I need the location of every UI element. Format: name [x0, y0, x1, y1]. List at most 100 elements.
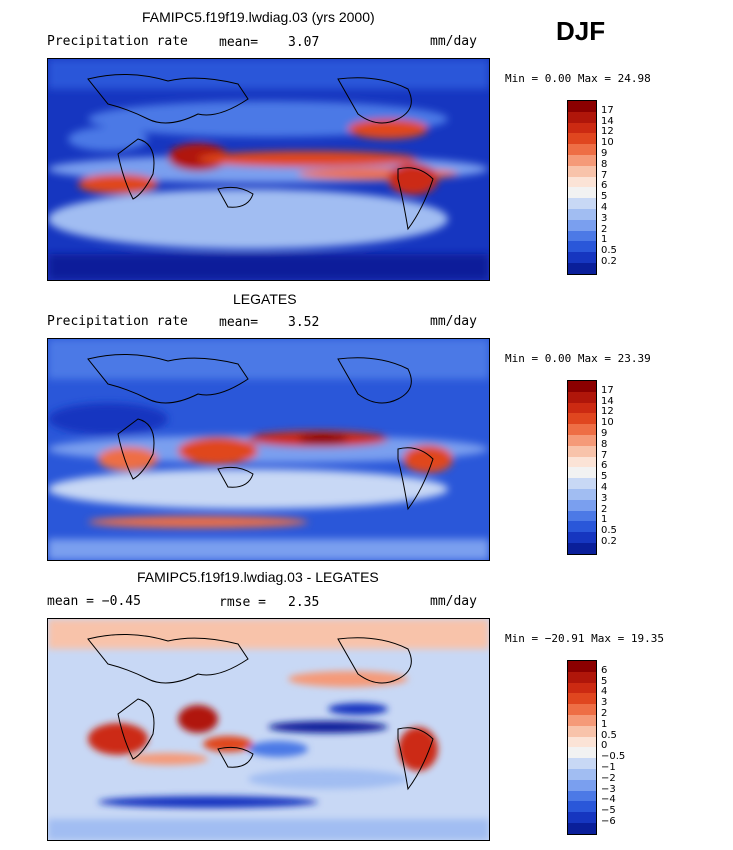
panel2-colorbar-swatch: [568, 445, 596, 457]
panel1-colorbar-swatches: [567, 100, 597, 275]
panel2-colorbar-swatches: [567, 380, 597, 555]
panel3-colorbar-tick-label: 4: [601, 686, 608, 698]
panel3-colorbar-tick-label: −3: [601, 783, 616, 795]
panel2-colorbar-swatch: [568, 510, 596, 522]
panel2-colorbar-swatch: [568, 499, 596, 511]
panel2-colorbar-swatch: [568, 434, 596, 446]
panel1-colorbar-swatch: [568, 101, 596, 112]
panel1-mean-label: mean=: [219, 35, 259, 50]
panel3-map: [47, 618, 490, 841]
panel3-colorbar-swatch: [568, 682, 596, 694]
panel1-variable-label: Precipitation rate: [47, 34, 188, 49]
panel3-colorbar-swatch: [568, 725, 596, 737]
panel1-colorbar-swatch: [568, 154, 596, 166]
panel2-colorbar-tick-label: 2: [601, 503, 608, 515]
panel3-colorbar-swatch: [568, 714, 596, 726]
panel3-units: mm/day: [430, 594, 477, 609]
panel1-colorbar-swatch: [568, 198, 596, 209]
panel2-colorbar-tick-label: 5: [601, 471, 608, 483]
panel3-min-max: Min = −20.91 Max = 19.35: [505, 632, 664, 645]
panel2-colorbar-swatch: [568, 413, 596, 425]
panel3-colorbar-tick-label: −2: [601, 772, 616, 784]
panel2-colorbar-tick-label: 0.2: [601, 536, 617, 547]
panel2-colorbar-swatch: [568, 488, 596, 500]
panel1-colorbar-tick-label: 17: [601, 104, 614, 116]
panel3-colorbar-tick-label: −6: [601, 816, 616, 827]
panel1-colorbar-tick-label: 4: [601, 202, 608, 213]
panel3-colorbar-swatch: [568, 671, 596, 683]
panel1-colorbar-tick-label: 7: [601, 169, 608, 181]
panel1-colorbar-swatch: [568, 176, 596, 188]
panel3-colorbar-swatch: [568, 661, 596, 672]
panel1-colorbar-tick-label: 5: [601, 191, 608, 203]
panel1-colorbar-swatch: [568, 165, 596, 177]
panel1-colorbar-swatch: [568, 241, 596, 253]
panel2-colorbar-tick-label: 10: [601, 417, 614, 429]
panel1-colorbar-tick-label: 2: [601, 223, 608, 235]
panel3-colorbar-swatch: [568, 812, 596, 823]
panel2-colorbar-tick-label: 0.5: [601, 525, 617, 537]
panel1-colorbar-tick-label: 12: [601, 126, 614, 138]
panel3-colorbar-swatch: [568, 693, 596, 705]
panel1-colorbar-tick-label: 1: [601, 234, 608, 246]
panel3-colorbar-swatch: [568, 747, 596, 759]
panel2-colorbar-tick-label: 17: [601, 384, 614, 396]
panel3-colorbar-swatch: [568, 758, 596, 769]
panel3-colorbar-swatch: [568, 822, 596, 834]
panel3-colorbar-tick-label: 5: [601, 675, 608, 687]
panel1-colorbar-tick-label: 3: [601, 212, 608, 224]
panel2-colorbar-swatch: [568, 391, 596, 403]
panel2-colorbar-swatch: [568, 532, 596, 543]
panel2-colorbar-swatch: [568, 456, 596, 468]
season-label: DJF: [556, 16, 606, 46]
panel1-colorbar-tick-label: 0.2: [601, 256, 617, 267]
panel1-colorbar-swatch: [568, 111, 596, 123]
panel3-colorbar-tick-label: −1: [601, 762, 616, 773]
panel3-colorbar-tick-label: −0.5: [601, 751, 626, 763]
panel2-colorbar-tick-label: 8: [601, 438, 608, 450]
panel2-title: LEGATES: [233, 291, 297, 307]
panel2-colorbar-tick-label: 4: [601, 482, 608, 493]
panel3-colorbar-tick-label: 0: [601, 740, 608, 752]
panel1-colorbar-swatch: [568, 208, 596, 220]
panel3-colorbar-tick-label: 2: [601, 708, 608, 719]
panel3-rmse-label: rmse =: [219, 595, 266, 610]
panel1-colorbar-swatch: [568, 262, 596, 274]
panel2-colorbar-tick-label: 3: [601, 492, 608, 504]
panel1-colorbar-tick-label: 6: [601, 180, 608, 192]
panel2-colorbar-swatch: [568, 381, 596, 392]
panel2-colorbar-swatch: [568, 521, 596, 533]
panel3-colorbar-swatch: [568, 704, 596, 715]
panel1-colorbar-swatch: [568, 133, 596, 145]
panel1-colorbar-tick-label: 9: [601, 148, 608, 159]
panel2-mean-value: 3.52: [288, 315, 320, 330]
panel2-colorbar-swatch: [568, 424, 596, 435]
panel1-mean-value: 3.07: [288, 35, 320, 50]
panel3-colorbar-tick-label: −5: [601, 805, 616, 817]
panel1-colorbar-swatch: [568, 122, 596, 134]
panel2-colorbar-swatch: [568, 402, 596, 414]
panel2-colorbar-tick-label: 14: [601, 395, 614, 407]
panel2-colorbar-tick-label: 1: [601, 514, 608, 526]
panel3-title: FAMIPC5.f19f19.lwdiag.03 - LEGATES: [137, 569, 379, 585]
panel1-colorbar-swatch: [568, 187, 596, 199]
panel2-colorbar-swatch: [568, 467, 596, 479]
panel1-units: mm/day: [430, 34, 477, 49]
panel3-colorbar-tick-label: 6: [601, 664, 608, 676]
panel2-variable-label: Precipitation rate: [47, 314, 188, 329]
panel1-min-max: Min = 0.00 Max = 24.98: [505, 72, 651, 85]
panel2-colorbar-tick-label: 6: [601, 460, 608, 472]
panel2-min-max: Min = 0.00 Max = 23.39: [505, 352, 651, 365]
panel2-colorbar-swatch: [568, 542, 596, 554]
panel3-colorbar-tick-label: 0.5: [601, 729, 617, 741]
panel3-colorbar-tick-label: 1: [601, 718, 608, 730]
panel2-map: [47, 338, 490, 561]
panel3-colorbar-tick-label: 3: [601, 697, 608, 709]
panel3-rmse-value: 2.35: [288, 595, 320, 610]
panel1-colorbar-swatch: [568, 230, 596, 242]
panel3-colorbar-swatch: [568, 779, 596, 791]
panel3-colorbar-swatches: [567, 660, 597, 835]
panel3-colorbar-tick-label: −4: [601, 794, 616, 806]
panel3-colorbar-swatch: [568, 736, 596, 748]
panel1-colorbar-tick-label: 10: [601, 137, 614, 149]
